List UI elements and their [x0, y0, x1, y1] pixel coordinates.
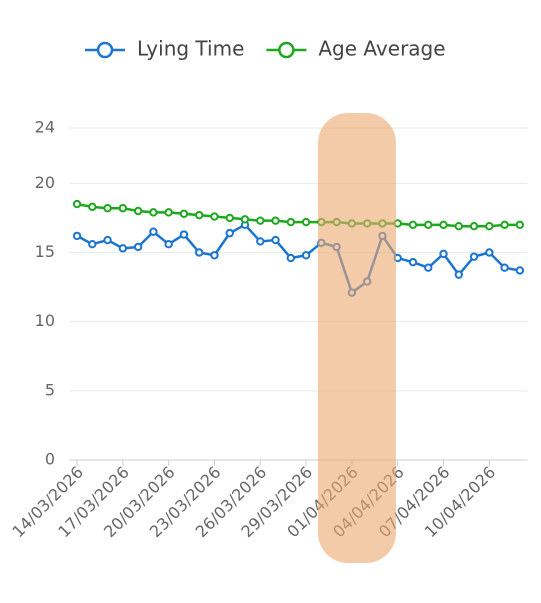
- data-point: [515, 266, 525, 275]
- data-point: [225, 213, 234, 223]
- data-point: [439, 220, 448, 230]
- y-tick-label: 20: [35, 173, 55, 192]
- data-point: [179, 230, 189, 239]
- data-point: [286, 217, 296, 227]
- data-point: [485, 248, 494, 257]
- data-point: [164, 208, 173, 217]
- series-line: [76, 202, 520, 228]
- data-point: [72, 199, 82, 209]
- y-tick-label: 5: [45, 380, 55, 399]
- data-point: [424, 263, 433, 272]
- data-point: [301, 217, 311, 227]
- data-point: [454, 270, 463, 279]
- legend-item: Lying Time: [85, 37, 244, 61]
- data-point: [439, 249, 448, 259]
- data-point: [88, 240, 97, 249]
- data-point: [515, 220, 525, 230]
- data-point: [133, 206, 143, 216]
- data-point: [118, 244, 128, 253]
- legend-text: Lying Time: [137, 37, 244, 61]
- y-tick-label: 15: [35, 242, 55, 261]
- data-point: [164, 240, 173, 249]
- data-point: [301, 251, 311, 260]
- data-point: [271, 235, 280, 245]
- data-point: [210, 251, 219, 260]
- data-point: [118, 204, 128, 213]
- data-point: [408, 220, 418, 230]
- data-point: [286, 253, 296, 263]
- data-point: [256, 216, 265, 225]
- data-point: [408, 257, 418, 267]
- data-point: [485, 222, 494, 231]
- data-point: [103, 204, 112, 213]
- data-point: [469, 222, 479, 231]
- data-point: [88, 202, 97, 212]
- data-point: [103, 235, 112, 245]
- data-point: [271, 216, 280, 225]
- data-point: [133, 242, 143, 252]
- data-point: [72, 231, 82, 241]
- highlight-band: [318, 113, 396, 563]
- data-point: [210, 212, 219, 221]
- data-point: [240, 215, 250, 224]
- data-point: [194, 248, 204, 257]
- data-point: [194, 210, 204, 220]
- y-tick-label: 24: [35, 118, 55, 137]
- y-tick-label: 0: [45, 450, 55, 469]
- data-point: [454, 222, 463, 231]
- legend-marker: [278, 41, 295, 59]
- legend-text: Age Average: [318, 37, 445, 61]
- legend-marker: [96, 41, 114, 59]
- legend-item: Age Average: [266, 37, 446, 61]
- data-point: [424, 220, 433, 230]
- data-point: [179, 209, 189, 218]
- data-point: [225, 228, 234, 238]
- data-point: [500, 263, 509, 272]
- y-tick-label: 10: [35, 311, 55, 330]
- data-point: [256, 237, 265, 246]
- series-line: [76, 223, 521, 295]
- data-point: [469, 252, 479, 261]
- data-point: [149, 208, 158, 217]
- data-point: [500, 220, 509, 230]
- data-point: [149, 227, 158, 236]
